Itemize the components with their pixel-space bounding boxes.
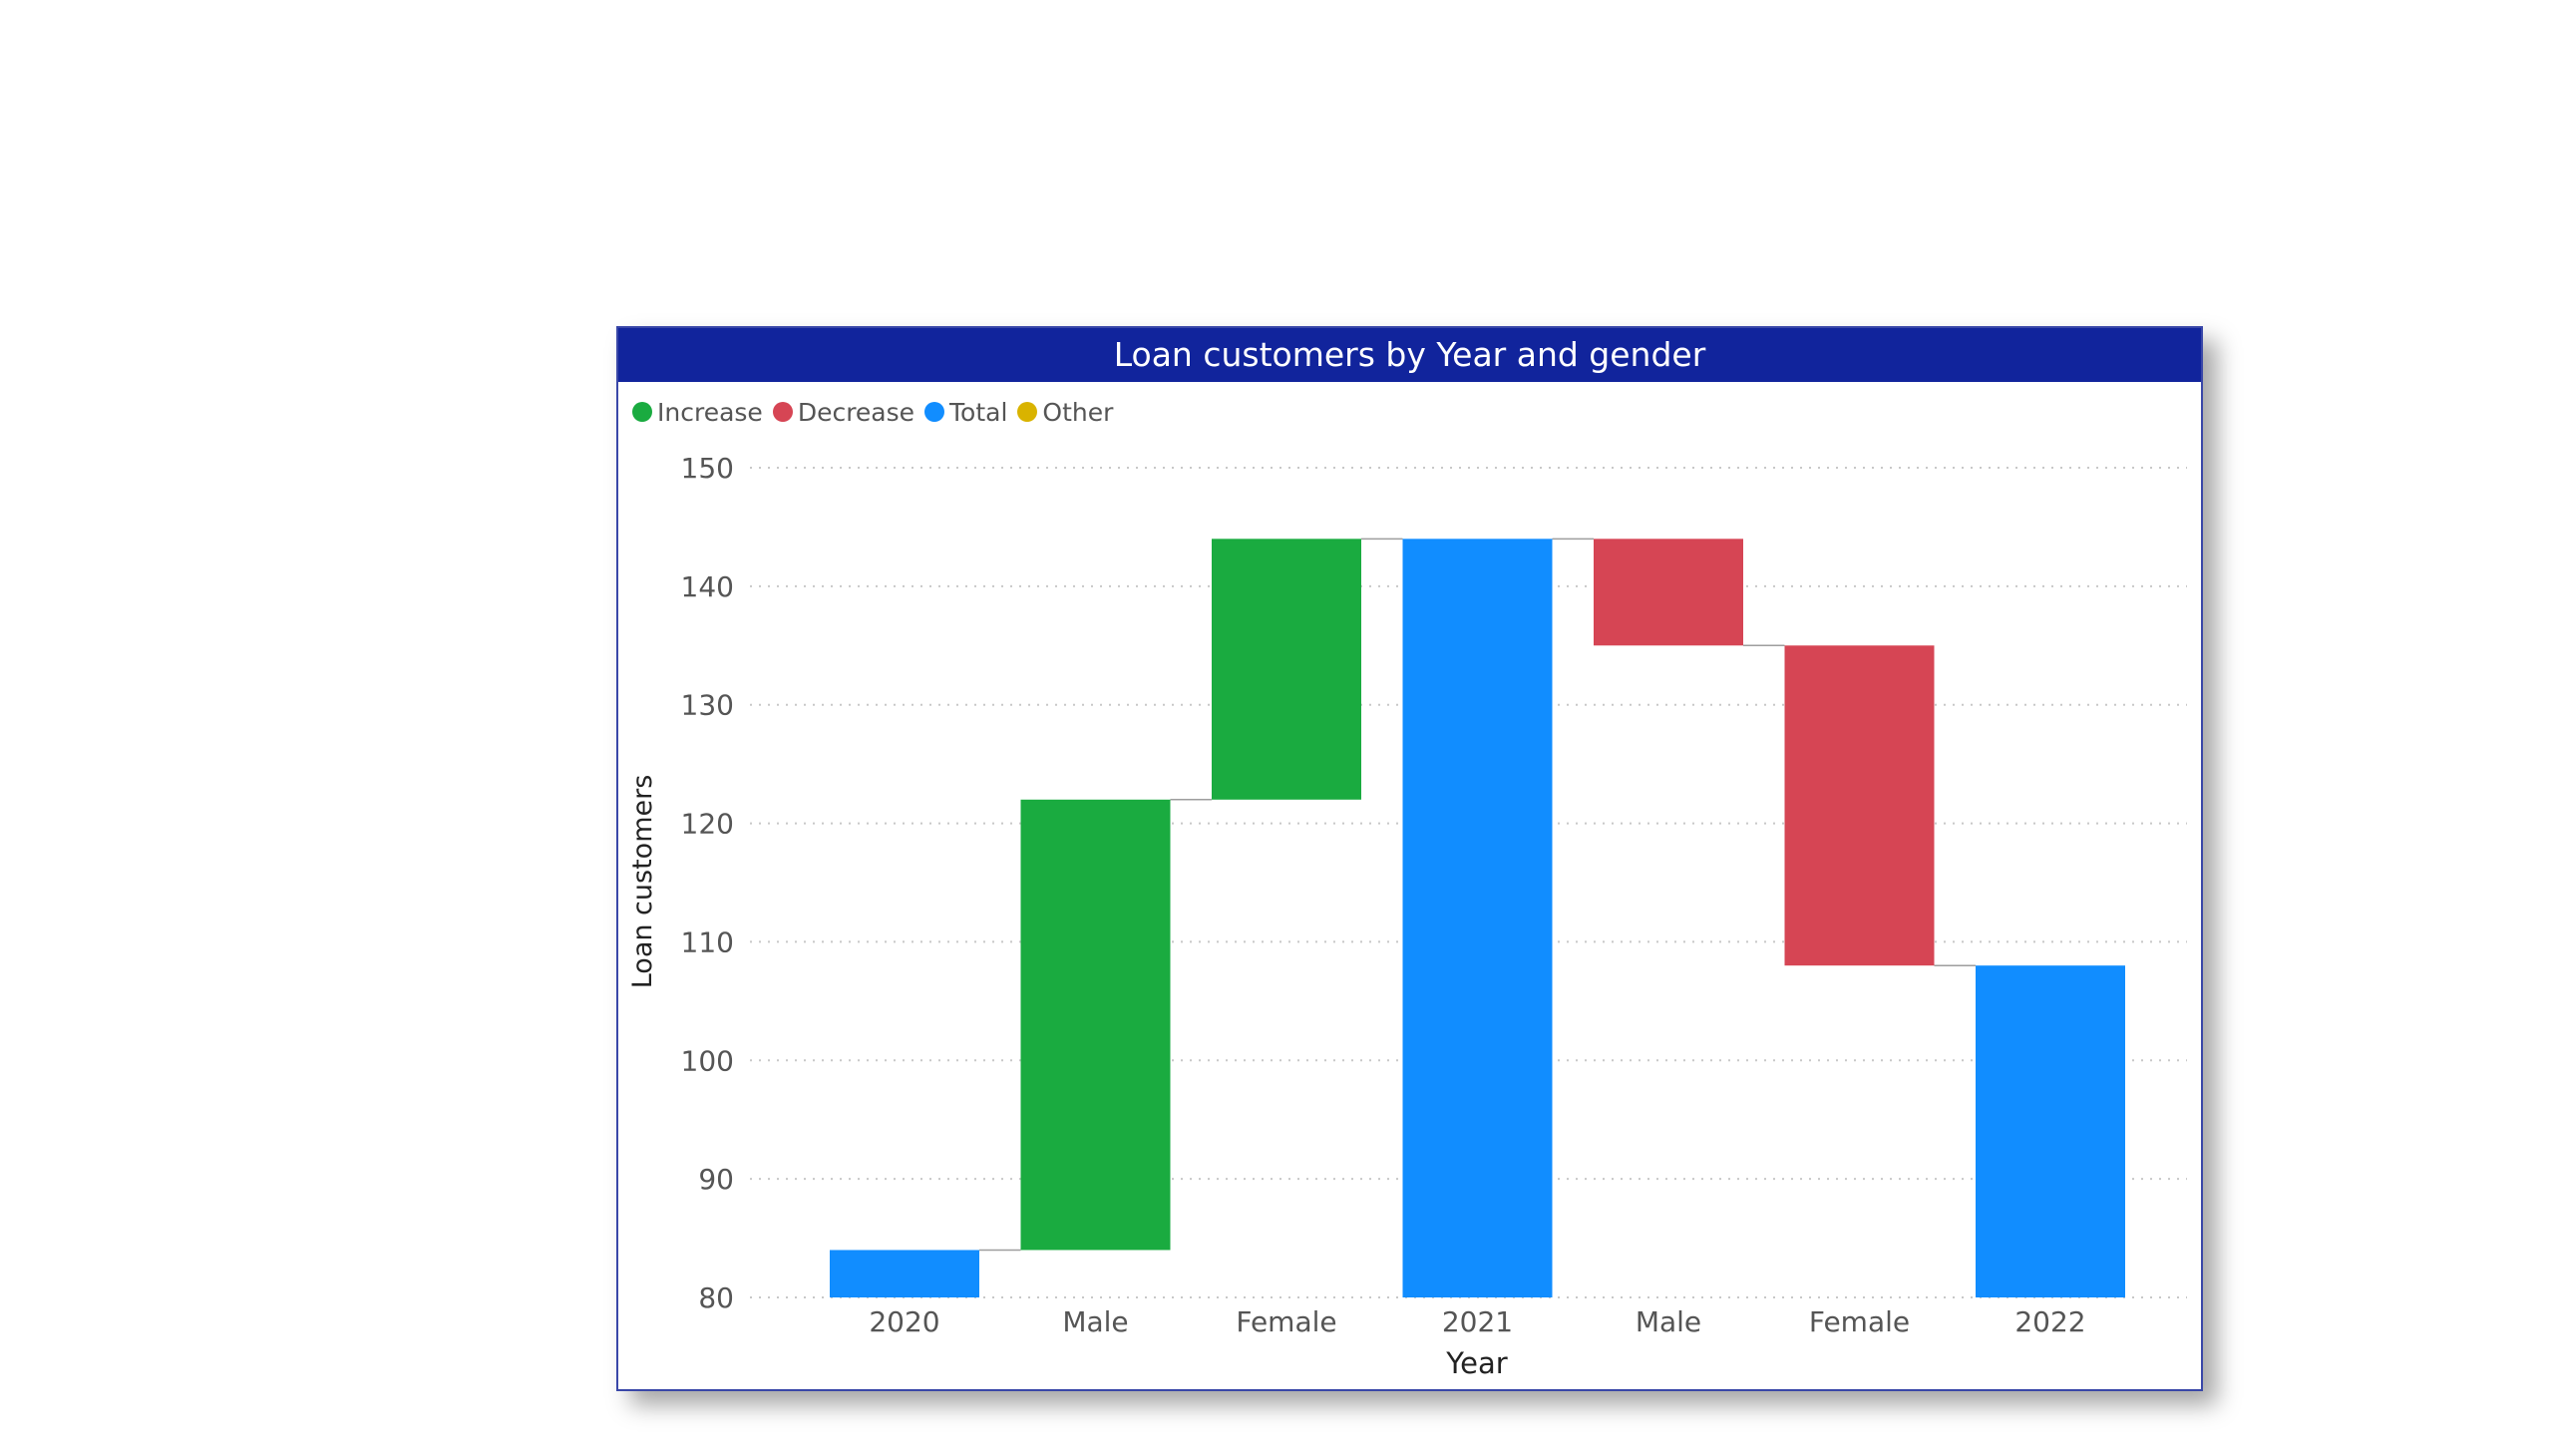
x-tick-label: Female [1236,1305,1336,1338]
legend-label: Total [949,397,1008,427]
legend-dot-icon [1017,402,1038,422]
y-tick-label: 140 [681,570,734,603]
y-tick-label: 130 [681,689,734,722]
legend-item-total[interactable]: Total [924,398,1007,427]
y-tick-label: 120 [681,808,734,841]
x-tick-label: 2021 [1442,1305,1513,1338]
bar-total[interactable] [1402,539,1553,1297]
y-tick-label: 150 [681,452,734,485]
legend-item-increase[interactable]: Increase [632,398,763,427]
x-tick-label: Male [1636,1305,1701,1338]
x-tick-label: Female [1809,1305,1910,1338]
legend-label: Increase [657,397,763,427]
y-tick-label: 110 [681,925,734,958]
x-tick-label: 2020 [869,1305,939,1338]
bar-total[interactable] [1976,965,2125,1297]
legend-item-other[interactable]: Other [1017,398,1113,427]
y-tick-label: 80 [698,1281,734,1314]
chart-legend: Increase Decrease Total Other [632,394,1113,430]
chart-plot-area: 150 140 130 120 110 100 90 80 2020 Male Female 2021… [627,452,2187,1380]
connectors [979,538,1976,1252]
legend-item-decrease[interactable]: Decrease [772,397,915,427]
chart-title: Loan customers by Year and gender [618,328,2201,382]
bar-increase[interactable] [1212,539,1361,800]
legend-label: Decrease [797,397,915,427]
legend-dot-icon [772,402,793,422]
bar-decrease[interactable] [1594,539,1743,646]
tick-labels: 150 140 130 120 110 100 90 80 2020 Male Female 2021… [681,452,2086,1338]
waterfall-chart-visual[interactable]: Loan customers by Year and gender Increa… [616,326,2203,1391]
x-tick-label: Male [1062,1305,1128,1338]
bar-total[interactable] [830,1250,979,1297]
x-tick-label: 2022 [2014,1305,2085,1338]
y-tick-label: 90 [698,1163,734,1196]
bars [830,539,2125,1297]
legend-dot-icon [924,402,945,422]
y-axis-title: Loan customers [627,775,658,989]
legend-label: Other [1042,397,1114,427]
bar-increase[interactable] [1020,799,1171,1251]
legend-dot-icon [632,402,652,422]
x-axis-title: Year [1445,1346,1507,1380]
y-tick-label: 100 [681,1044,734,1077]
bar-decrease[interactable] [1784,645,1935,966]
